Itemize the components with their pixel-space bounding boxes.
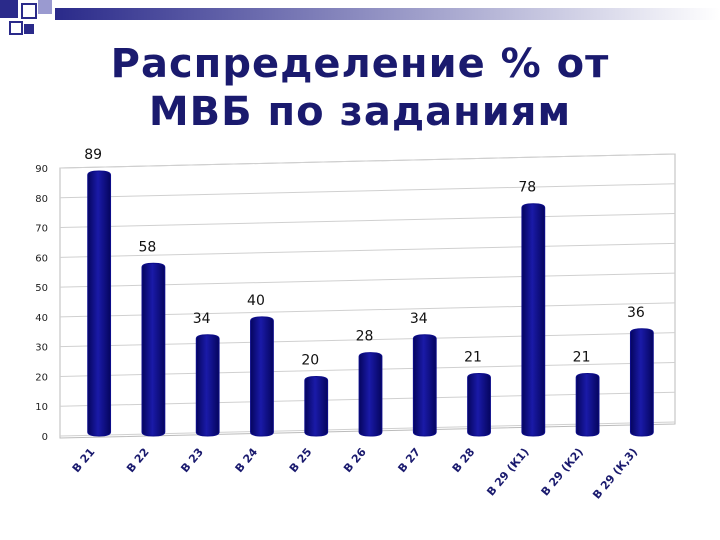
bar	[195, 334, 220, 437]
decoration	[0, 0, 720, 35]
bar	[467, 372, 491, 437]
value-label: 34	[193, 311, 211, 327]
x-tick-label: В 25	[287, 446, 315, 475]
y-tick-label: 90	[35, 164, 48, 175]
bar	[358, 352, 383, 437]
x-tick-label: В 27	[395, 446, 423, 475]
value-label: 40	[247, 293, 265, 309]
y-tick-label: 0	[42, 432, 48, 443]
y-tick-label: 20	[35, 372, 48, 383]
grid-line	[59, 153, 676, 169]
x-tick-label: В 28	[450, 446, 478, 475]
grid-line	[59, 213, 676, 229]
x-tick-label: В 24	[233, 445, 261, 475]
bar	[412, 334, 437, 437]
y-tick-label: 30	[35, 343, 48, 354]
x-tick-label: В 29 (К1)	[484, 446, 531, 499]
value-label: 20	[301, 352, 319, 368]
y-tick-label: 60	[35, 253, 48, 264]
grid-line	[59, 183, 676, 199]
x-tick-label: В 21	[70, 446, 98, 475]
x-tick-label: В 22	[124, 446, 152, 475]
chart-title: Распределение % от МВБ по заданиям	[110, 41, 610, 135]
y-tick-label: 70	[35, 224, 48, 235]
bar	[575, 372, 600, 437]
y-tick-label: 40	[35, 313, 48, 324]
value-label: 58	[138, 239, 156, 255]
value-label: 21	[573, 349, 591, 365]
x-tick-label: В 29 (К2)	[539, 446, 586, 499]
value-label: 21	[464, 349, 482, 365]
x-tick-label: В 29 (К,3)	[590, 446, 640, 502]
value-label: 78	[518, 180, 536, 196]
y-tick-label: 80	[35, 194, 48, 205]
value-label: 28	[356, 329, 374, 345]
x-tick-label: В 26	[341, 445, 369, 475]
grid-line	[59, 242, 676, 258]
bar	[250, 316, 274, 437]
value-label: 36	[627, 305, 645, 321]
bar	[521, 203, 546, 437]
value-label: 89	[84, 147, 102, 163]
y-tick-label: 50	[35, 283, 48, 294]
bar	[304, 375, 329, 437]
y-tick-label: 10	[35, 402, 48, 413]
bar	[87, 170, 112, 437]
bar	[141, 262, 166, 437]
x-tick-label: В 23	[178, 446, 206, 475]
bar	[629, 328, 654, 437]
value-label: 34	[410, 311, 428, 327]
